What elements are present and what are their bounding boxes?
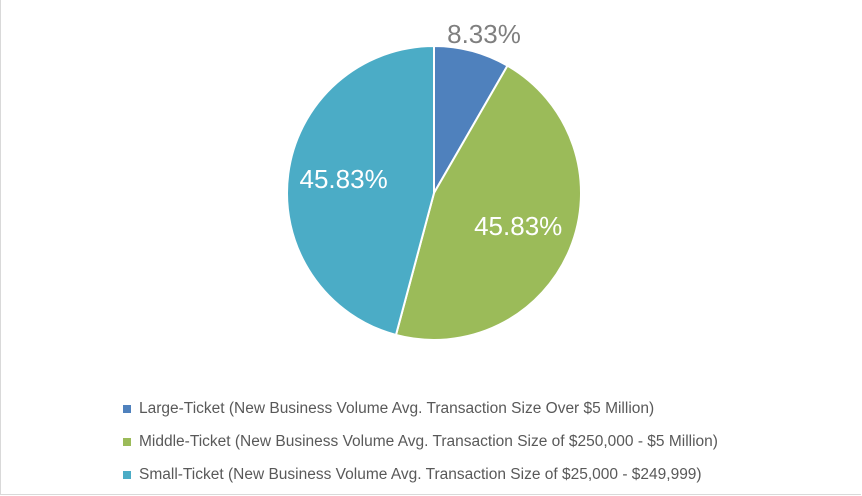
legend-item-middle-ticket: Middle-Ticket (New Business Volume Avg. …	[123, 425, 718, 458]
legend-swatch-small-ticket	[123, 470, 131, 479]
legend: Large-Ticket (New Business Volume Avg. T…	[123, 392, 718, 491]
legend-item-large-ticket: Large-Ticket (New Business Volume Avg. T…	[123, 392, 718, 425]
legend-swatch-large-ticket	[123, 404, 131, 413]
pie-slices	[286, 44, 582, 341]
pie-slice-small-ticket	[286, 44, 435, 337]
legend-swatch-middle-ticket	[123, 437, 131, 446]
legend-label-large-ticket: Large-Ticket (New Business Volume Avg. T…	[139, 399, 655, 417]
legend-item-small-ticket: Small-Ticket (New Business Volume Avg. T…	[123, 458, 718, 491]
legend-label-middle-ticket: Middle-Ticket (New Business Volume Avg. …	[139, 432, 718, 450]
pie-slice-middle-ticket	[394, 64, 582, 341]
data-label-small-ticket: 45.83%	[300, 164, 388, 194]
legend-label-small-ticket: Small-Ticket (New Business Volume Avg. T…	[139, 465, 702, 483]
pie-chart: 8.33% 45.83% 45.83%	[286, 19, 582, 341]
data-label-middle-ticket: 45.83%	[474, 211, 562, 241]
pie-data-labels: 8.33% 45.83% 45.83%	[300, 19, 563, 241]
data-label-large-ticket: 8.33%	[447, 19, 521, 49]
